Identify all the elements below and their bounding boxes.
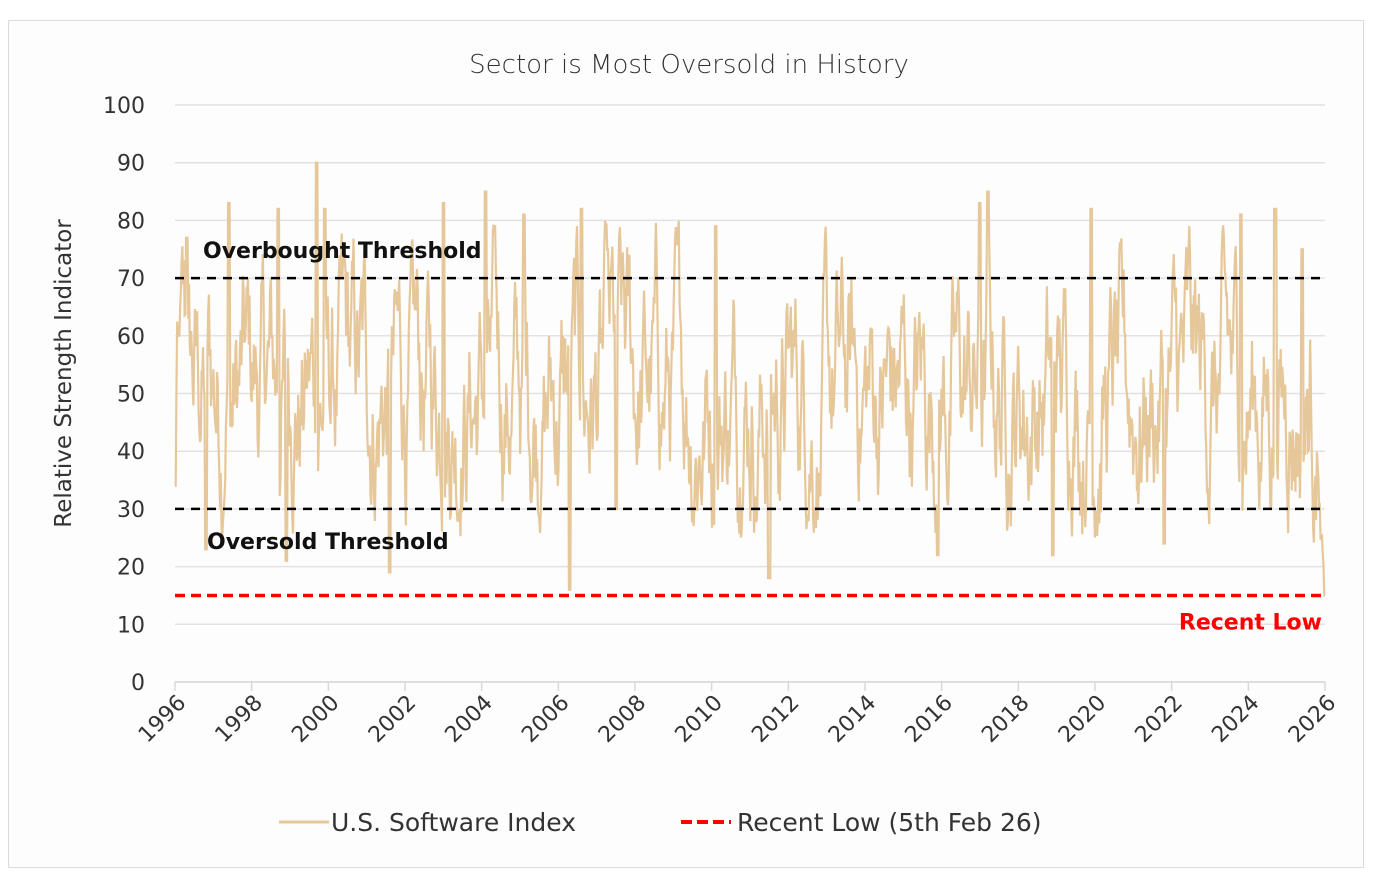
series-group: [174, 161, 1326, 597]
y-tick-label: 20: [117, 556, 145, 581]
y-axis-label: Relative Strength Indicator: [51, 219, 77, 528]
x-tick-label: 2016: [901, 691, 958, 748]
chart-svg: Sector is Most Oversold in History 0 10 20…: [51, 50, 1341, 837]
x-tick-label: 2000: [287, 691, 344, 748]
oversold-threshold-label: Oversold Threshold: [207, 530, 449, 555]
y-tick-label: 90: [117, 152, 145, 177]
y-tick-label: 40: [117, 440, 145, 465]
y-tick-label: 30: [117, 498, 145, 523]
x-tick-label: 2002: [364, 691, 421, 748]
x-tick-label: 2006: [517, 691, 574, 748]
y-axis-ticks: 0 10 20 30 40 50 60 70 80 90 100: [103, 94, 145, 696]
legend-label-recent-low: Recent Low (5th Feb 26): [737, 808, 1042, 837]
chart-title: Sector is Most Oversold in History: [469, 50, 909, 80]
x-tick-label: 2012: [747, 691, 804, 748]
x-tick-label: 1998: [211, 691, 268, 748]
x-tick-label: 2010: [671, 691, 728, 748]
overbought-threshold-label: Overbought Threshold: [203, 239, 482, 264]
y-tick-label: 10: [117, 613, 145, 638]
y-tick-label: 100: [103, 94, 145, 119]
x-tick-label: 2008: [594, 691, 651, 748]
x-tick-label: 1996: [134, 691, 191, 748]
x-axis: 1996 1998 2000 2002 2004 2006 2008 2010 2012 2014…: [134, 681, 1341, 748]
x-tick-label: 2018: [977, 691, 1034, 748]
legend: U.S. Software Index Recent Low (5th Feb …: [279, 808, 1042, 837]
x-tick-label: 2026: [1284, 691, 1341, 748]
x-tick-label: 2014: [824, 691, 881, 748]
legend-label-us-software-index: U.S. Software Index: [331, 808, 576, 837]
x-tick-label: 2024: [1207, 691, 1264, 748]
y-tick-label: 50: [117, 383, 145, 408]
y-tick-label: 60: [117, 325, 145, 350]
y-tick-label: 0: [131, 671, 145, 696]
x-tick-label: 2022: [1131, 691, 1188, 748]
recent-low-label: Recent Low: [1179, 610, 1322, 635]
y-tick-label: 70: [117, 267, 145, 292]
x-tick-label: 2004: [441, 691, 498, 748]
y-tick-label: 80: [117, 209, 145, 234]
chart-frame: Sector is Most Oversold in History 0 10 20…: [8, 20, 1364, 868]
series-line-us-software-index: [174, 161, 1326, 597]
x-tick-label: 2020: [1054, 691, 1111, 748]
